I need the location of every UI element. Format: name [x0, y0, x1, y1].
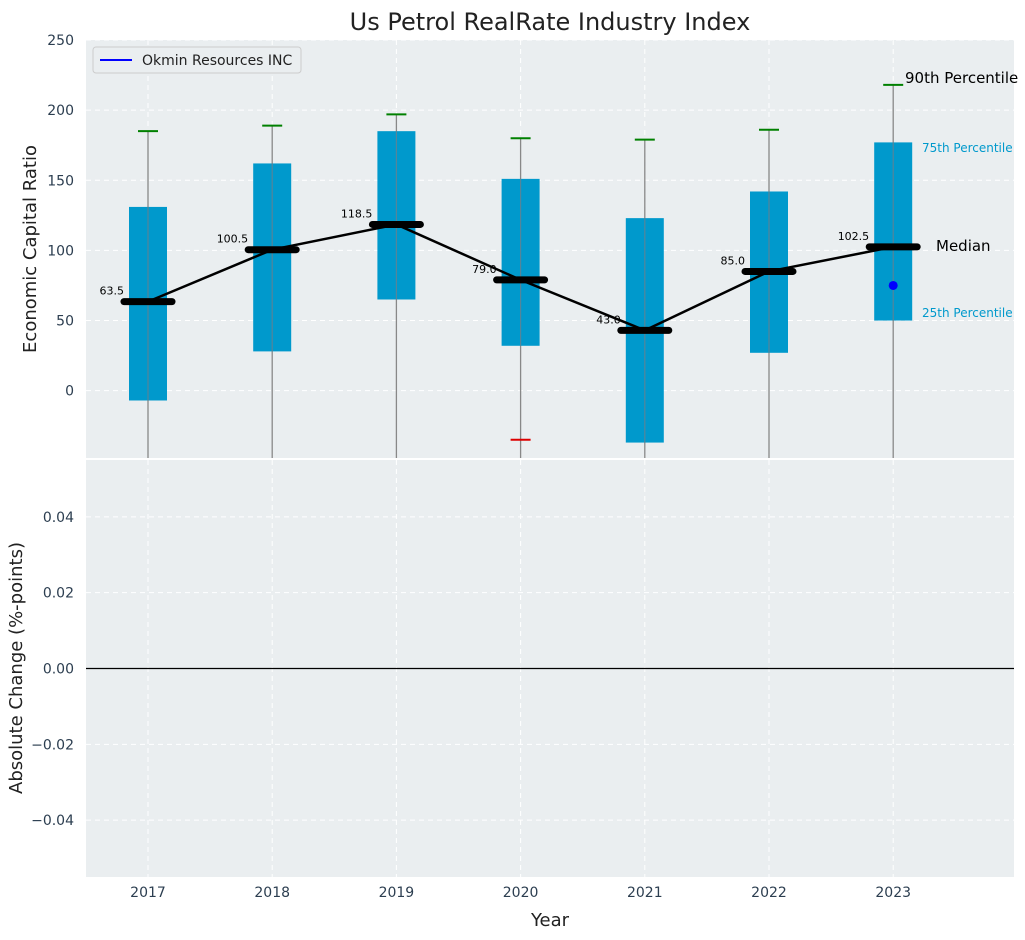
median-label-2021: 43.0: [596, 313, 621, 326]
x-tick-label-2022: 2022: [751, 885, 787, 901]
top-y-axis-label: Economic Capital Ratio: [20, 145, 41, 353]
x-tick-label-2023: 2023: [875, 885, 911, 901]
chart-title: Us Petrol RealRate Industry Index: [350, 8, 751, 36]
company-points: [888, 280, 898, 290]
median-bars: [120, 220, 921, 334]
x-axis-label: Year: [530, 910, 570, 931]
annotation-90th: 90th Percentile: [905, 69, 1018, 87]
x-tick-label-2019: 2019: [379, 885, 415, 901]
median-label-2023: 102.5: [838, 230, 870, 243]
top-y-tick-label: 200: [47, 103, 74, 119]
median-label-2019: 118.5: [341, 207, 373, 220]
bottom-y-tick-label: 0.00: [43, 662, 74, 678]
x-tick-label-2021: 2021: [627, 885, 663, 901]
top-y-tick-label: 150: [47, 173, 74, 189]
whisker-caps: [138, 83, 904, 441]
median-label-2018: 100.5: [217, 233, 249, 246]
median-label-2017: 63.5: [100, 285, 125, 298]
bottom-y-axis-label: Absolute Change (%-points): [6, 542, 27, 794]
x-tick-label-2017: 2017: [130, 885, 166, 901]
median-value-labels: 63.5 100.5 118.5 79.0 43.0 85.0 102.5: [100, 207, 870, 326]
legend-label: Okmin Resources INC: [142, 53, 293, 69]
x-tick-label-2018: 2018: [254, 885, 290, 901]
median-label-2022: 85.0: [721, 254, 746, 267]
bottom-y-tick-label: −0.04: [31, 813, 74, 829]
percentile-annotations: 90th Percentile 75th Percentile Median 2…: [905, 69, 1018, 320]
annotation-75th: 75th Percentile: [922, 141, 1013, 155]
legend-box: [92, 46, 302, 74]
x-tick-labels: 2017 2018 2019 2020 2021 2022 2023: [130, 885, 911, 901]
legend: Okmin Resources INC: [92, 46, 302, 74]
bottom-y-tick-label: 0.04: [43, 510, 74, 526]
bottom-y-tick-label: −0.02: [31, 737, 74, 753]
bottom-y-tick-label: 0.02: [43, 586, 74, 602]
top-y-tick-label: 50: [56, 314, 74, 330]
annotation-25th: 25th Percentile: [922, 306, 1013, 320]
bottom-y-tick-labels: −0.04 −0.02 0.00 0.02 0.04: [31, 510, 74, 829]
top-y-tick-label: 250: [47, 33, 74, 49]
top-y-tick-label: 0: [65, 384, 74, 400]
median-label-2020: 79.0: [472, 263, 497, 276]
annotation-median: Median: [936, 237, 991, 255]
top-y-tick-labels: 0 50 100 150 200 250: [47, 33, 74, 400]
company-point-2023: [888, 280, 898, 290]
x-tick-label-2020: 2020: [503, 885, 539, 901]
top-y-tick-label: 100: [47, 243, 74, 259]
